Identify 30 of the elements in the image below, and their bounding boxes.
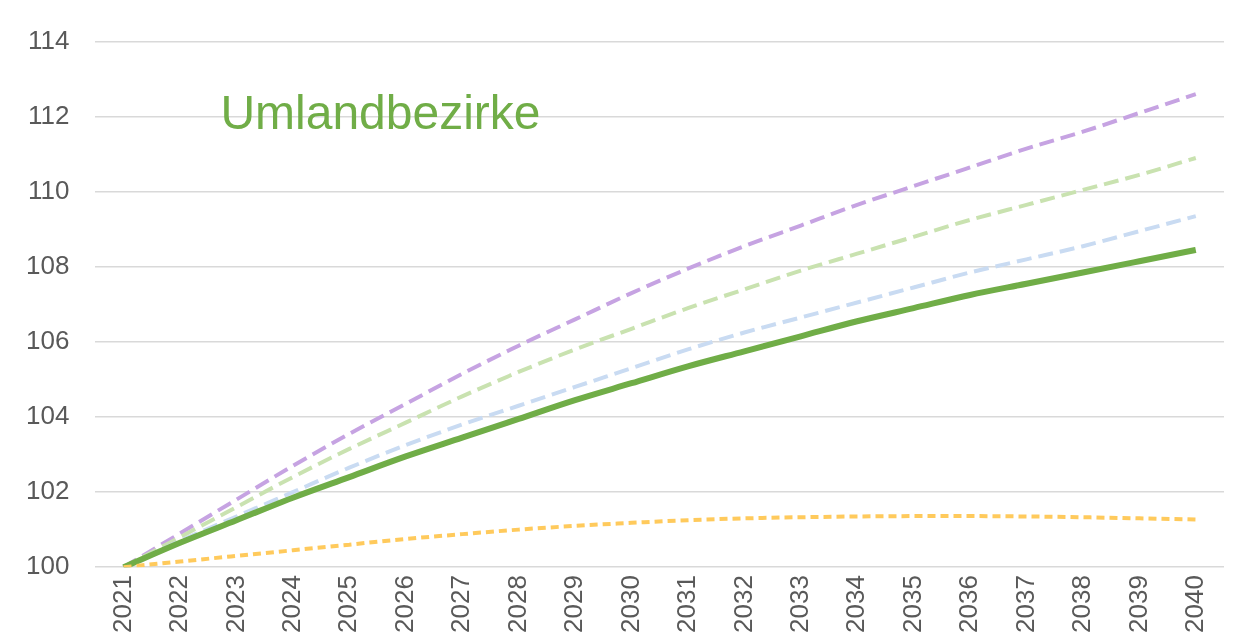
- y-tick-label: 110: [27, 174, 70, 205]
- y-tick-label: 108: [25, 250, 70, 281]
- x-tick-label: 2028: [501, 575, 532, 633]
- y-tick-label: 106: [25, 325, 70, 356]
- y-tick-label: 102: [25, 475, 70, 506]
- x-tick-label: 2021: [106, 575, 137, 633]
- x-tick-label: 2022: [163, 575, 194, 633]
- x-tick-label: 2024: [276, 575, 307, 633]
- x-tick-label: 2032: [727, 575, 758, 633]
- x-tick-label: 2030: [614, 575, 645, 633]
- x-tick-label: 2038: [1066, 575, 1097, 633]
- x-tick-label: 2025: [332, 575, 363, 633]
- text: Umlandbezirke: [220, 85, 541, 139]
- x-tick-label: 2035: [896, 575, 927, 633]
- y-tick-label: 104: [25, 400, 70, 431]
- x-tick-label: 2034: [840, 575, 871, 633]
- y-tick-label: 112: [27, 99, 70, 130]
- y-tick-label: 100: [25, 550, 70, 581]
- line-series: [121, 514, 1198, 568]
- x-tick-label: 2037: [1009, 575, 1040, 633]
- x-tick-label: 2033: [783, 575, 814, 633]
- x-tick-label: 2031: [671, 575, 702, 633]
- x-tick-label: 2029: [558, 575, 589, 633]
- x-tick-label: 2027: [445, 575, 476, 633]
- x-tick-label: 2023: [219, 575, 250, 633]
- y-tick-label: 114: [27, 24, 70, 55]
- x-tick-label: 2039: [1122, 575, 1153, 633]
- x-tick-label: 2040: [1178, 575, 1209, 633]
- x-tick-label: 2026: [388, 575, 419, 633]
- x-tick-label: 2036: [953, 575, 984, 633]
